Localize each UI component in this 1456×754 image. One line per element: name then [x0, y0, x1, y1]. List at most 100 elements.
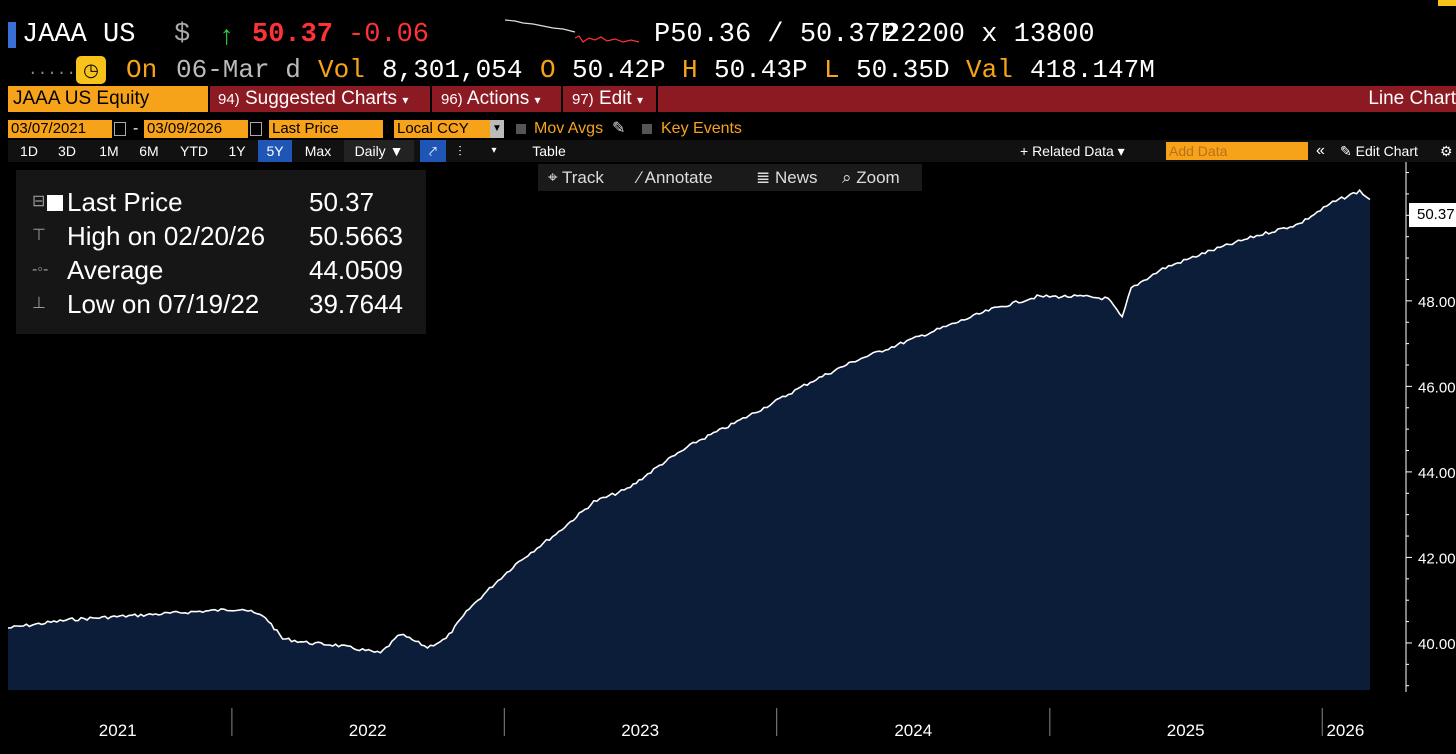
y-tick-label: 42.00: [1418, 550, 1456, 567]
crosshair-icon: ⌖: [548, 168, 562, 187]
news-button[interactable]: ≣ News: [756, 164, 817, 191]
period-3d[interactable]: 3D: [58, 143, 76, 159]
ticker-marker: [8, 22, 16, 48]
tree-icon: ⊟: [32, 193, 46, 210]
chart-type-label[interactable]: Line Chart: [1368, 88, 1456, 109]
vol-label: Vol: [318, 55, 365, 85]
x-tick-label: 2021: [99, 721, 137, 740]
frequency-selector[interactable]: Daily ▼: [344, 140, 414, 162]
pencil-icon: ✎: [1340, 143, 1356, 159]
annotate-button[interactable]: ∕ Annotate: [638, 164, 713, 191]
up-arrow-icon: ↑: [220, 20, 234, 50]
actions-button[interactable]: 96) Actions ▾: [441, 86, 541, 112]
ticker[interactable]: JAAA US: [22, 20, 136, 50]
x-tick-label: 2024: [894, 721, 932, 740]
edit-chart-button[interactable]: ✎ Edit Chart: [1340, 140, 1418, 162]
edit-num: 97): [572, 91, 594, 108]
val-label: Val: [966, 55, 1013, 85]
x-tick-label: 2022: [349, 721, 387, 740]
period-1y[interactable]: 1Y: [228, 143, 246, 159]
y-tick-label: 44.00: [1418, 465, 1456, 482]
currency-selector[interactable]: Local CCY: [394, 120, 490, 138]
chevron-down-icon: ▾: [402, 93, 409, 107]
chevron-down-icon: ▾: [637, 93, 644, 107]
chevron-down-icon[interactable]: ▼: [490, 120, 504, 138]
last-price-tag: 50.37: [1409, 203, 1456, 227]
intraday-sparkline: [505, 19, 640, 43]
period-5y[interactable]: 5Y: [258, 140, 292, 162]
legend-low-value: 39.7644: [309, 289, 403, 319]
track-label: Track: [562, 168, 604, 187]
legend-row-high: ⊤ High on 02/20/26 50.5663: [16, 219, 426, 253]
add-data-placeholder: Add Data: [1169, 143, 1228, 159]
y-tick-label: 48.00: [1418, 294, 1456, 311]
divider: [208, 86, 210, 112]
collapse-icon[interactable]: «: [1316, 142, 1325, 159]
edit-chart-label: Edit Chart: [1355, 143, 1418, 159]
high-value: 50.43P: [714, 55, 808, 85]
legend-high-value: 50.5663: [309, 221, 403, 251]
period-1d[interactable]: 1D: [20, 143, 38, 159]
actions-label: Actions: [466, 88, 530, 109]
x-tick-label: 2023: [621, 721, 659, 740]
field-selector[interactable]: Last Price: [269, 120, 383, 138]
calendar-icon[interactable]: [250, 122, 262, 136]
gear-icon[interactable]: ⚙: [1440, 143, 1453, 159]
period-toolbar: 1D 3D 1M 6M YTD 1Y 5Y Max Daily ▼ ⤤ ⫶ ▾ …: [8, 140, 1456, 162]
mov-avgs-checkbox[interactable]: [516, 124, 526, 134]
candlestick-icon[interactable]: ⫶: [458, 143, 462, 159]
y-tick-label: 46.00: [1418, 379, 1456, 396]
track-button[interactable]: ⌖ Track: [548, 164, 604, 191]
chevron-down-icon: ▾: [534, 93, 541, 107]
actions-num: 96): [441, 91, 463, 108]
line-chart-icon[interactable]: ⤤: [420, 140, 446, 162]
annotate-label: Annotate: [644, 168, 713, 187]
period-1m[interactable]: 1M: [99, 143, 119, 159]
vol-value: 8,301,054: [382, 55, 523, 85]
legend-row-low: ⊥ Low on 07/19/22 39.7644: [16, 287, 426, 321]
open-value: 50.42P: [572, 55, 666, 85]
end-date-field[interactable]: 03/09/2026: [144, 120, 248, 138]
x-tick-label: 2026: [1326, 721, 1364, 740]
chevron-down-icon[interactable]: ▾: [491, 145, 497, 156]
status-word: On: [126, 55, 158, 85]
zoom-label: Zoom: [856, 168, 900, 187]
net-change: -0.06: [348, 20, 430, 50]
related-data-button[interactable]: + Related Data ▾: [1020, 143, 1125, 159]
pencil-icon[interactable]: ✎: [612, 120, 626, 137]
bid-ask: P50.36 / 50.37P: [654, 20, 898, 50]
bid-ask-size: 22200 x 13800: [884, 20, 1095, 50]
legend-last-label: Last Price: [67, 187, 183, 217]
legend-box[interactable]: ⊟ Last Price 50.37 ⊤ High on 02/20/26 50…: [16, 170, 426, 334]
quote-date: 06-Mar d: [176, 55, 301, 85]
mov-avgs-label: Mov Avgs: [534, 120, 604, 137]
key-events-checkbox[interactable]: [642, 124, 652, 134]
period-ytd[interactable]: YTD: [180, 143, 208, 159]
quote-line: JAAA US $ ↑ 50.37 -0.06 P50.36 / 50.37P …: [0, 18, 1456, 52]
currency: $: [174, 20, 191, 50]
gauge-icon[interactable]: ◷: [76, 56, 106, 84]
dots: .....: [28, 61, 77, 79]
suggested-charts-button[interactable]: 94) Suggested Charts ▾: [218, 86, 408, 112]
annotate-icon: ∕: [638, 168, 645, 187]
divider: [656, 86, 658, 112]
date-controls: 03/07/2021 - 03/09/2026 Last Price Local…: [8, 120, 1456, 138]
zoom-button[interactable]: ⌕ Zoom: [842, 164, 900, 191]
table-button[interactable]: Table: [532, 143, 566, 159]
price-area-fill: [8, 190, 1370, 690]
legend-average-value: 44.0509: [309, 255, 403, 285]
high-label: H: [682, 55, 698, 85]
calendar-icon[interactable]: [114, 122, 126, 136]
period-max[interactable]: Max: [304, 143, 332, 159]
add-data-input[interactable]: Add Data: [1166, 142, 1308, 160]
security-field[interactable]: JAAA US Equity: [8, 86, 208, 112]
news-icon: ≣: [756, 168, 775, 187]
start-date-field[interactable]: 03/07/2021: [8, 120, 112, 138]
period-6m[interactable]: 6M: [139, 143, 159, 159]
chart-menubar: JAAA US Equity 94) Suggested Charts ▾ 96…: [8, 86, 1456, 112]
divider: [430, 86, 432, 112]
date-dash: -: [133, 120, 139, 137]
edit-button[interactable]: 97) Edit ▾: [572, 86, 643, 112]
low-label: L: [824, 55, 840, 85]
suggested-num: 94): [218, 91, 240, 108]
